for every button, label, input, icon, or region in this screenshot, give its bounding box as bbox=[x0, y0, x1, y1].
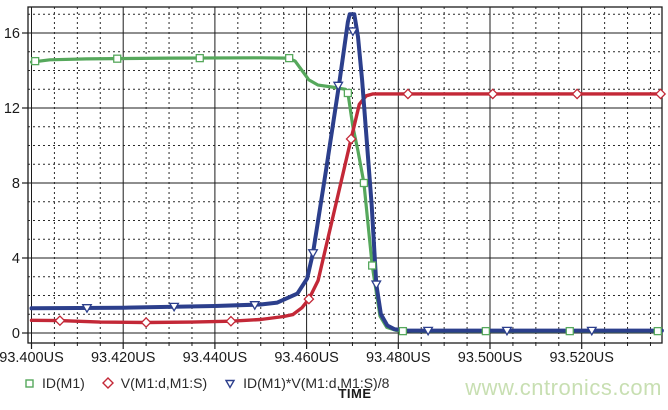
diamond-marker-icon bbox=[101, 377, 114, 389]
triangle-down-marker bbox=[332, 81, 344, 92]
legend-item-id-m1: ID(M1) bbox=[24, 375, 85, 391]
legend-label: ID(M1) bbox=[42, 375, 85, 391]
trace-V(M1:d,M1:S) bbox=[29, 92, 664, 325]
triangle-down-marker bbox=[347, 27, 359, 37]
diamond-marker bbox=[54, 315, 66, 327]
square-marker bbox=[195, 53, 204, 63]
triangle-down-marker bbox=[422, 326, 434, 337]
diamond-marker bbox=[655, 88, 667, 100]
x-tick-label: 93.440US bbox=[183, 350, 248, 366]
x-tick-label: 93.520US bbox=[549, 350, 614, 366]
diamond-marker bbox=[571, 88, 583, 100]
square-marker bbox=[565, 326, 574, 336]
diamond-marker bbox=[303, 293, 315, 305]
diamond-marker bbox=[225, 315, 237, 327]
x-tick-label: 93.420US bbox=[91, 350, 156, 366]
square-marker bbox=[481, 326, 491, 336]
diamond-marker bbox=[345, 133, 357, 145]
triangle-down-marker bbox=[168, 302, 180, 313]
triangle-down-marker bbox=[307, 249, 319, 259]
square-marker bbox=[368, 261, 377, 270]
y-tick-label: 4 bbox=[12, 251, 20, 267]
legend-item-power: ID(M1)*V(M1:d,M1:S)/8 bbox=[224, 375, 389, 391]
triangle-down-marker bbox=[586, 326, 598, 337]
trace-ID(M1) bbox=[29, 56, 664, 333]
square-marker-icon bbox=[25, 378, 34, 388]
diamond-marker bbox=[402, 88, 414, 100]
y-tick-label: 12 bbox=[4, 101, 20, 117]
triangle-down-marker bbox=[370, 280, 382, 290]
triangle-down-marker bbox=[249, 301, 261, 311]
chart-legend: ID(M1) V(M1:d,M1:S) ID(M1)*V(M1:d,M1:S)/… bbox=[24, 374, 389, 392]
diamond-marker bbox=[140, 316, 152, 329]
square-marker bbox=[398, 326, 408, 336]
legend-label: V(M1:d,M1:S) bbox=[120, 375, 208, 391]
plot-frame bbox=[27, 6, 663, 344]
triangle-down-marker-icon bbox=[224, 379, 236, 389]
y-tick-label: 16 bbox=[4, 26, 20, 42]
x-tick-label: 93.500US bbox=[458, 350, 523, 366]
legend-item-v-m1d-m1s: V(M1:d,M1:S) bbox=[101, 375, 208, 391]
square-marker bbox=[359, 178, 369, 188]
y-tick-label: 8 bbox=[12, 176, 20, 192]
triangle-down-marker bbox=[81, 304, 93, 314]
square-marker bbox=[31, 56, 40, 66]
trace-ID(M1)*V(M1:d,M1:S)/8 bbox=[29, 12, 664, 333]
legend-label: ID(M1)*V(M1:d,M1:S)/8 bbox=[243, 375, 390, 391]
x-tick-label: 93.480US bbox=[366, 350, 431, 366]
square-marker bbox=[653, 326, 662, 336]
diamond-marker bbox=[487, 88, 499, 100]
x-axis-title: TIME bbox=[338, 386, 372, 401]
square-marker bbox=[113, 54, 122, 63]
square-marker bbox=[285, 53, 294, 63]
triangle-down-marker bbox=[501, 326, 513, 337]
watermark-text: www.cntronics.com bbox=[465, 375, 662, 400]
square-marker bbox=[343, 88, 353, 98]
x-tick-label: 93.460US bbox=[274, 350, 339, 366]
x-tick-label: 93.400US bbox=[0, 350, 64, 366]
y-tick-label: 0 bbox=[12, 326, 20, 342]
